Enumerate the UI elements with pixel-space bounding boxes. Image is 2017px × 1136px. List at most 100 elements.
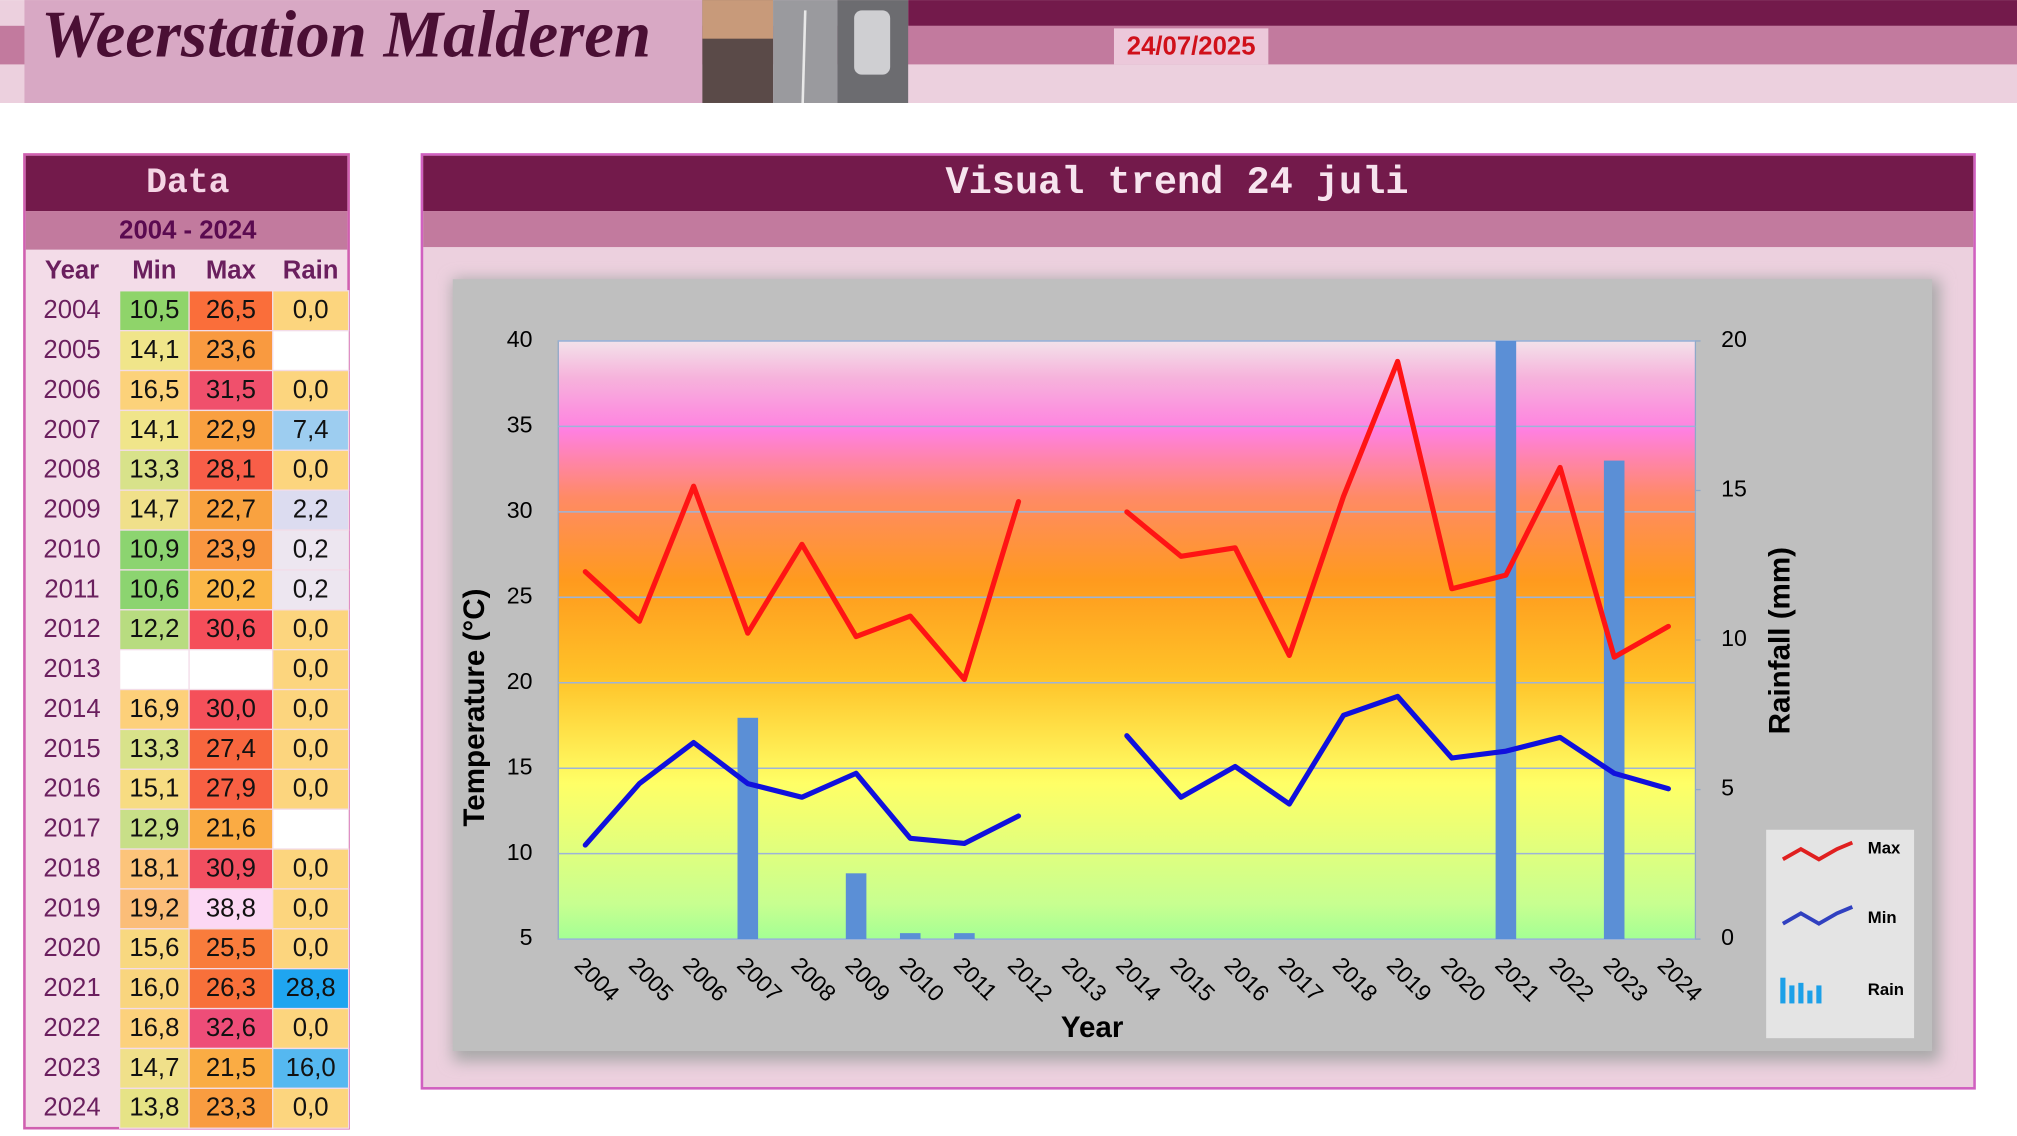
table-cell	[188, 888, 274, 930]
value-cell: 23,6	[206, 336, 256, 364]
table-cell	[272, 968, 350, 1010]
table-cell	[118, 848, 190, 890]
value-cell: 0,0	[293, 695, 329, 723]
value-cell: 14,7	[129, 496, 179, 524]
table-cell	[118, 768, 190, 810]
year-cell: 2017	[43, 815, 100, 843]
year-cell: 2012	[43, 615, 100, 643]
legend-icon	[1781, 840, 1854, 862]
chart-title-bar	[423, 155, 1974, 212]
legend	[1766, 829, 1915, 1039]
legend-icon	[1816, 985, 1822, 1004]
table-cell	[118, 649, 190, 691]
table-cell	[188, 1007, 274, 1050]
value-cell: 7,4	[293, 416, 329, 444]
rain-bar	[1495, 340, 1517, 940]
y2-tick-label: 5	[1721, 775, 1734, 801]
table-period-bar	[25, 211, 348, 250]
x-axis-title: Year	[1061, 1011, 1124, 1044]
table-cell	[272, 848, 350, 890]
value-cell: 27,9	[206, 775, 256, 803]
legend-icon	[1781, 905, 1854, 926]
year-cell: 2014	[43, 695, 100, 723]
table-cell	[272, 808, 350, 850]
value-cell: 16,8	[129, 1014, 179, 1042]
value-cell: 16,0	[286, 1054, 336, 1082]
year-cell: 2019	[43, 894, 100, 922]
table-cell	[272, 569, 350, 611]
value-cell: 10,6	[129, 575, 179, 603]
table-cell	[272, 529, 350, 571]
legend-label: Rain	[1868, 980, 1904, 999]
value-cell: 0,0	[293, 854, 329, 882]
value-cell: 18,1	[129, 854, 179, 882]
table-cell	[118, 1047, 190, 1089]
year-cell: 2018	[43, 854, 100, 882]
value-cell: 0,2	[293, 575, 329, 603]
year-cell: 2021	[43, 974, 100, 1002]
value-cell: 28,1	[206, 456, 256, 484]
year-cell: 2008	[43, 456, 100, 484]
value-cell: 19,2	[129, 894, 179, 922]
y-tick-label: 30	[507, 497, 533, 523]
year-cell: 2022	[43, 1014, 100, 1042]
value-cell: 0,0	[293, 456, 329, 484]
photo-sky	[702, 0, 774, 39]
table-cell	[118, 489, 190, 531]
column-header: Year	[45, 256, 99, 284]
value-cell: 26,5	[206, 296, 256, 324]
value-cell: 23,3	[206, 1094, 256, 1122]
table-cell	[188, 369, 274, 412]
value-cell: 26,3	[206, 974, 256, 1002]
value-cell: 16,9	[129, 695, 179, 723]
table-cell	[272, 330, 350, 372]
table-cell	[272, 409, 350, 451]
value-cell: 28,8	[286, 974, 336, 1002]
series-line	[582, 693, 1671, 848]
rain-bar	[737, 717, 759, 940]
value-cell: 21,6	[206, 815, 256, 843]
y2-axis-title: Rainfall (mm)	[1763, 547, 1796, 734]
value-cell: 13,8	[129, 1094, 179, 1122]
value-cell: 0,0	[293, 894, 329, 922]
rain-bar	[899, 933, 921, 940]
value-cell: 10,5	[129, 296, 179, 324]
year-cell: 2023	[43, 1054, 100, 1082]
value-cell: 2,2	[293, 496, 329, 524]
series-line	[582, 358, 1671, 682]
rain-bar	[1603, 460, 1625, 940]
value-cell: 0,2	[293, 535, 329, 563]
table-cell	[118, 808, 190, 850]
column-header: Rain	[283, 256, 339, 284]
chart-sub-bar	[423, 211, 1974, 248]
table-title: Data	[146, 164, 229, 203]
value-cell: 30,9	[206, 854, 256, 882]
table-cell	[118, 728, 190, 770]
year-cell: 2015	[43, 735, 100, 763]
plot-area	[557, 340, 1697, 940]
y-tick-label: 35	[507, 412, 533, 438]
y-tick-label: 40	[507, 326, 533, 352]
year-cell: 2011	[44, 575, 99, 603]
value-cell: 15,1	[129, 775, 179, 803]
table-cell	[188, 449, 274, 491]
title-box	[24, 0, 703, 103]
legend-label: Max	[1868, 838, 1901, 857]
y-tick-label: 10	[507, 839, 533, 865]
y2-tick-label: 0	[1721, 924, 1734, 950]
table-cell	[272, 768, 350, 810]
value-cell: 31,5	[206, 376, 256, 404]
value-cell: 12,9	[129, 815, 179, 843]
value-cell: 14,1	[129, 416, 179, 444]
table-cell	[272, 888, 350, 930]
data-table: Data 2004 - 2024 Year Min Max Rain 2004 10,5 2…	[23, 153, 350, 1130]
value-cell: 0,0	[293, 296, 329, 324]
value-cell: 30,0	[206, 695, 256, 723]
value-cell: 38,8	[206, 894, 256, 922]
value-cell: 21,5	[206, 1054, 256, 1082]
table-cell	[188, 968, 274, 1010]
y-axis-title: Temperature (°C)	[458, 589, 491, 827]
